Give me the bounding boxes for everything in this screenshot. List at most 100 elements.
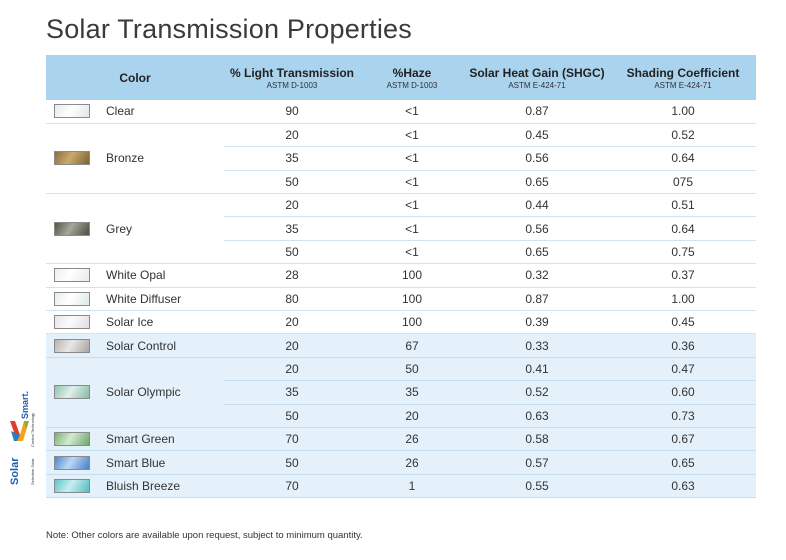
color-swatch-solar-ice: [54, 315, 90, 330]
haze-cell: <1: [360, 100, 464, 124]
shading-coefficient-cell: 0.65: [610, 450, 756, 475]
shgc-cell: 0.52: [464, 380, 610, 405]
table-row: Bluish Breeze 70 1 0.55 0.63: [46, 474, 756, 499]
shading-coefficient-cell: 0.37: [610, 263, 756, 288]
color-name: Solar Olympic: [106, 385, 181, 400]
haze-cell: <1: [360, 240, 464, 265]
haze-cell: 100: [360, 287, 464, 312]
color-swatch-white-diffuser: [54, 291, 90, 306]
color-name: Bluish Breeze: [106, 478, 181, 493]
light-transmission-cell: 70: [224, 474, 360, 499]
color-cell-white-opal: White Opal: [46, 263, 224, 288]
shading-coefficient-cell: 0.73: [610, 404, 756, 428]
shading-coefficient-cell: 0.63: [610, 474, 756, 499]
color-cell-solar-olympic: Solar Olympic: [46, 357, 224, 428]
haze-cell: 26: [360, 450, 464, 475]
color-swatch-solar-olympic: [54, 385, 90, 400]
haze-cell: <1: [360, 216, 464, 241]
light-transmission-cell: 50: [224, 404, 360, 428]
shgc-cell: 0.32: [464, 263, 610, 288]
shading-coefficient-cell: 0.60: [610, 380, 756, 405]
light-transmission-cell: 20: [224, 123, 360, 148]
header-row: Color % Light Transmission ASTM D-1003 %H…: [46, 55, 756, 100]
shgc-cell: 0.44: [464, 193, 610, 218]
color-swatch-bronze: [54, 151, 90, 166]
table-row: Clear 90 <1 0.87 1.00: [46, 100, 756, 124]
color-name: Bronze: [106, 151, 145, 166]
haze-cell: <1: [360, 123, 464, 148]
shading-coefficient-cell: 0.64: [610, 146, 756, 171]
light-transmission-cell: 50: [224, 450, 360, 475]
color-swatch-smart-green: [54, 432, 90, 447]
table-row: Grey 20 <1 0.44 0.51: [46, 193, 756, 265]
color-cell-smart-green: Smart Green: [46, 427, 224, 452]
light-transmission-cell: 35: [224, 380, 360, 405]
haze-cell: 50: [360, 357, 464, 382]
shading-coefficient-cell: 0.64: [610, 216, 756, 241]
properties-table: Color % Light Transmission ASTM D-1003 %H…: [46, 55, 756, 499]
shgc-cell: 0.55: [464, 474, 610, 499]
light-transmission-cell: 80: [224, 287, 360, 312]
color-name: Smart Blue: [106, 455, 166, 470]
table-row: Solar Olympic 20 50 0.41 0.47: [46, 357, 756, 428]
color-cell-clear: Clear: [46, 100, 224, 124]
color-name: Solar Ice: [106, 315, 154, 330]
header-shading-coefficient: Shading Coefficient ASTM E-424-71: [610, 55, 756, 100]
shading-coefficient-cell: 075: [610, 170, 756, 195]
table-row: 35 35 0.52 0.60: [46, 380, 756, 405]
color-name: Solar Control: [106, 338, 177, 353]
color-name: White Opal: [106, 268, 166, 283]
solar-smart-logo: Solar Smart. Selective Solar Control Tec…: [9, 391, 35, 485]
logo-tagline-1: Selective Solar: [30, 458, 35, 485]
light-transmission-cell: 50: [224, 240, 360, 265]
haze-cell: <1: [360, 193, 464, 218]
haze-cell: 100: [360, 310, 464, 335]
haze-cell: <1: [360, 170, 464, 195]
haze-cell: 35: [360, 380, 464, 405]
color-name: White Diffuser: [106, 291, 182, 306]
table-row: White Diffuser 80 100 0.87 1.00: [46, 287, 756, 312]
color-cell-solar-control: Solar Control: [46, 333, 224, 358]
shading-coefficient-cell: 1.00: [610, 100, 756, 124]
table-row: 35 <1 0.56 0.64: [46, 216, 756, 241]
shading-coefficient-cell: 0.47: [610, 357, 756, 382]
shgc-cell: 0.33: [464, 333, 610, 358]
table-row: Solar Ice 20 100 0.39 0.45: [46, 310, 756, 335]
shgc-cell: 0.39: [464, 310, 610, 335]
color-name: Clear: [106, 104, 135, 119]
table-row: Smart Green 70 26 0.58 0.67: [46, 427, 756, 452]
light-transmission-cell: 50: [224, 170, 360, 195]
shgc-cell: 0.63: [464, 404, 610, 428]
footnote: Note: Other colors are available upon re…: [46, 530, 363, 541]
haze-cell: 1: [360, 474, 464, 499]
header-shgc: Solar Heat Gain (SHGC) ASTM E-424-71: [464, 55, 610, 100]
haze-cell: 100: [360, 263, 464, 288]
shgc-cell: 0.87: [464, 100, 610, 124]
shgc-cell: 0.56: [464, 146, 610, 171]
table-row: Smart Blue 50 26 0.57 0.65: [46, 450, 756, 475]
light-transmission-cell: 90: [224, 100, 360, 124]
light-transmission-cell: 28: [224, 263, 360, 288]
shading-coefficient-cell: 0.51: [610, 193, 756, 218]
shading-coefficient-cell: 0.75: [610, 240, 756, 265]
color-cell-grey: Grey: [46, 193, 224, 265]
haze-cell: 67: [360, 333, 464, 358]
table-body: Clear 90 <1 0.87 1.00 Bronze 20 <1 0.45 0.52 35 <1 0…: [46, 100, 756, 499]
header-haze: %Haze ASTM D-1003: [360, 55, 464, 100]
logo-mark: [10, 421, 29, 441]
logo-smart-text: Smart.: [20, 391, 30, 419]
light-transmission-cell: 20: [224, 357, 360, 382]
shgc-cell: 0.65: [464, 240, 610, 265]
logo-tagline-2: Control Technology: [30, 413, 35, 447]
table-row: Solar Control 20 67 0.33 0.36: [46, 333, 756, 358]
shading-coefficient-cell: 1.00: [610, 287, 756, 312]
shgc-cell: 0.56: [464, 216, 610, 241]
table-row: 35 <1 0.56 0.64: [46, 146, 756, 171]
table-row: Bronze 20 <1 0.45 0.52: [46, 123, 756, 195]
color-swatch-solar-control: [54, 338, 90, 353]
shading-coefficient-cell: 0.52: [610, 123, 756, 148]
shgc-cell: 0.41: [464, 357, 610, 382]
light-transmission-cell: 20: [224, 193, 360, 218]
color-cell-bronze: Bronze: [46, 123, 224, 195]
color-swatch-smart-blue: [54, 455, 90, 470]
